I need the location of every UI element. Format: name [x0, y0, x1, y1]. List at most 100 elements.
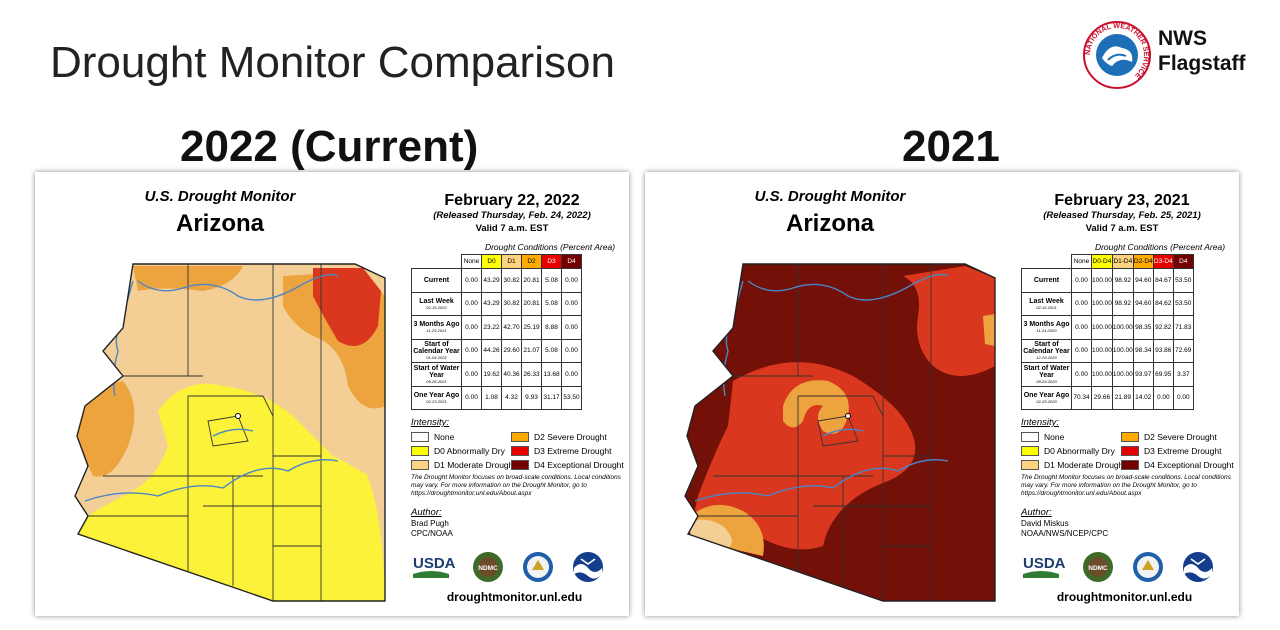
partner-logos: USDA NDMC: [1023, 552, 1213, 582]
table-cell: 26.33: [521, 362, 542, 387]
ndmc-logo: NDMC: [473, 552, 503, 582]
legend-swatch: [511, 432, 529, 442]
table-column-header: None: [461, 254, 482, 269]
row-label: Last Week 02-15-2022: [411, 291, 462, 316]
row-label-text: Last Week: [1029, 297, 1064, 305]
table-column-header: D3: [541, 254, 562, 269]
legend-label: None: [1044, 432, 1065, 442]
heading-2021: 2021: [902, 122, 1000, 171]
drought-region: [313, 268, 381, 346]
county-line: [262, 395, 274, 417]
drought-region: [693, 362, 916, 550]
drought-conditions-table: None D0 D1 D2 D3 D4 Current 0.00 43.29 30.82 20.81…: [411, 254, 582, 410]
row-label: One Year Ago 02-23-2021: [411, 385, 462, 410]
row-label: Start of Water Year 09-29-2020: [1021, 362, 1072, 387]
row-label-text: 3 Months Ago: [413, 321, 460, 329]
release-date: (Released Thursday, Feb. 25, 2021): [1043, 210, 1201, 221]
table-row: Last Week 02-16-2021 0.00 100.00 98.92 94.60 8…: [1021, 291, 1194, 316]
legend-item: D4 Exceptional Drought: [511, 459, 624, 471]
commerce-seal-icon: [523, 552, 553, 582]
table-cell: 0.00: [1152, 385, 1174, 410]
row-label: Start of Water Year 09-28-2021: [411, 362, 462, 387]
river-line: [822, 428, 864, 437]
legend-label: D3 Extreme Drought: [534, 446, 612, 456]
row-date: 02-23-2021: [426, 398, 447, 404]
river-line: [137, 273, 339, 301]
table-cell: 0.00: [1071, 315, 1092, 340]
conditions-title: Drought Conditions (Percent Area): [484, 242, 616, 252]
row-date: 09-28-2021: [426, 378, 447, 384]
legend-item: D3 Extreme Drought: [1121, 445, 1221, 457]
valid-time: Valid 7 a.m. EST: [1085, 223, 1159, 234]
table-cell: 53.50: [1172, 291, 1194, 316]
org-name: NWS Flagstaff: [1158, 26, 1246, 76]
table-cell: 0.00: [461, 291, 482, 316]
legend-label: D1 Moderate Drought: [434, 460, 516, 470]
arizona-drought-map: [684, 263, 996, 602]
legend-swatch: [511, 460, 529, 470]
row-label: Start of Calendar Year 12-29-2020: [1021, 338, 1072, 363]
table-corner: [1022, 255, 1072, 269]
table-cell: 100.00: [1111, 362, 1134, 387]
legend-label: D4 Exceptional Drought: [534, 460, 624, 470]
table-cell: 1.08: [481, 385, 502, 410]
river-line: [694, 459, 949, 502]
table-cell: 0.00: [1071, 338, 1092, 363]
row-label: Current: [1021, 268, 1072, 293]
heading-2022: 2022 (Current): [180, 122, 479, 171]
table-cell: 93.86: [1152, 338, 1174, 363]
table-column-header: None: [1071, 254, 1092, 269]
table-cell: 94.60: [1132, 291, 1154, 316]
table-cell: 84.67: [1152, 268, 1174, 293]
table-cell: 8.88: [541, 315, 562, 340]
slide-title: Drought Monitor Comparison: [50, 38, 615, 87]
drought-region: [903, 266, 995, 376]
table-cell: 70.34: [1071, 385, 1092, 410]
phoenix-marker-icon: [845, 413, 851, 419]
usda-logo: USDA: [413, 555, 456, 578]
drought-region: [293, 416, 385, 486]
table-cell: 14.02: [1132, 385, 1154, 410]
table-cell: 100.00: [1091, 268, 1113, 293]
table-cell: 0.00: [461, 338, 482, 363]
table-cell: 5.08: [541, 338, 562, 363]
table-cell: 23.22: [481, 315, 502, 340]
table-cell: 0.00: [561, 362, 582, 387]
state-outline: [684, 263, 996, 602]
table-column-header: D2-D4: [1132, 254, 1154, 269]
table-cell: 53.50: [561, 385, 582, 410]
table-row: 3 Months Ago 11-24-2020 0.00 100.00 100.00 98…: [1021, 315, 1194, 340]
drought-monitor-note: The Drought Monitor focuses on broad-sca…: [1021, 474, 1231, 497]
legend-swatch: [1121, 432, 1139, 442]
table-cell: 0.00: [561, 338, 582, 363]
table-cell: 69.95: [1152, 362, 1174, 387]
legend-item: None: [411, 431, 454, 443]
row-date: 02-25-2020: [1036, 398, 1057, 404]
row-date: 12-29-2020: [1036, 355, 1057, 361]
table-cell: 3.37: [1172, 362, 1194, 387]
legend-label: None: [434, 432, 455, 442]
row-label: One Year Ago 02-25-2020: [1021, 385, 1072, 410]
phoenix-marker-icon: [235, 413, 241, 419]
website-url: droughtmonitor.unl.edu: [446, 590, 583, 604]
row-date: 11-24-2020: [1036, 328, 1057, 334]
table-cell: 4.32: [501, 385, 522, 410]
row-label: Start of Calendar Year 01-04-2022: [411, 338, 462, 363]
row-label-text: Current: [423, 276, 450, 284]
legend-item: D2 Severe Drought: [511, 431, 607, 443]
table-cell: 0.00: [1071, 268, 1092, 293]
drought-region: [983, 314, 995, 346]
legend-label: D0 Abnormally Dry: [1044, 446, 1115, 456]
row-date: 02-16-2021: [1036, 304, 1057, 310]
table-cell: 5.08: [541, 268, 562, 293]
drought-region: [783, 380, 849, 434]
author-org: CPC/NOAA: [411, 529, 453, 538]
table-cell: 42.70: [501, 315, 522, 340]
table-cell: 0.00: [561, 315, 582, 340]
table-row: Start of Water Year 09-29-2020 0.00 100.00 1…: [1021, 362, 1194, 387]
table-row: Start of Calendar Year 01-04-2022 0.00 44.2…: [411, 338, 582, 363]
table-column-header: D0: [481, 254, 502, 269]
table-row: 3 Months Ago 11-23-2021 0.00 23.22 42.70 25.1…: [411, 315, 582, 340]
table-cell: 31.17: [541, 385, 562, 410]
drought-monitor-note: The Drought Monitor focuses on broad-sca…: [411, 474, 621, 497]
